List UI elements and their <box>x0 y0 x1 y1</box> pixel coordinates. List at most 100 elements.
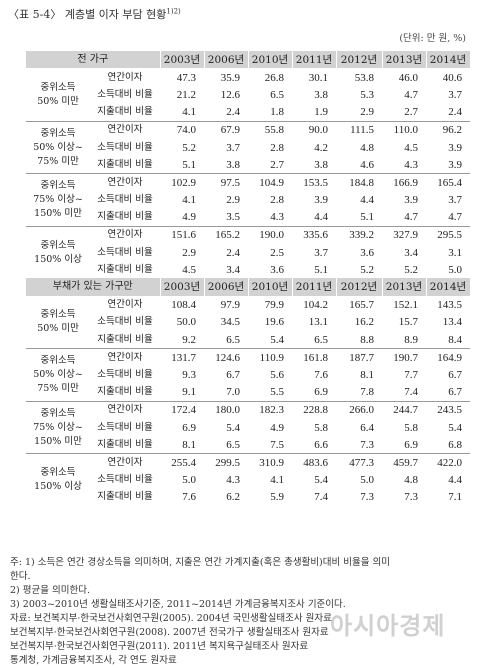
value-cell: 151.6 <box>160 225 204 245</box>
value-cell: 5.1 <box>182 158 196 171</box>
income-group-label: 중위소득 50% 미만 <box>26 69 90 122</box>
metric-label: 연간이자 <box>107 71 143 83</box>
metric-label: 연간이자 <box>90 348 160 367</box>
value-cell: 2.4 <box>448 106 462 119</box>
value-cell: 4.8 <box>404 474 418 487</box>
value-cell: 4.8 <box>360 141 374 154</box>
value-cell: 5.6 <box>270 368 284 381</box>
value-cell: 47.3 <box>176 71 196 84</box>
value-cell: 4.6 <box>360 158 374 171</box>
value-cell: 5.8 <box>404 421 418 434</box>
income-group-label-line: 50% 이상~ <box>33 368 83 380</box>
value-cell: 153.5 <box>292 173 336 192</box>
value-cell: 6.6 <box>314 438 328 451</box>
value-cell: 4.1 <box>182 194 196 207</box>
value-cell: 30.1 <box>308 71 328 84</box>
value-cell: 5.2 <box>182 141 196 154</box>
value-cell: 34.5 <box>220 316 240 329</box>
value-cell: 5.0 <box>360 474 374 487</box>
value-cell: 4.4 <box>360 194 374 207</box>
value-cell: 111.5 <box>336 120 382 139</box>
value-cell: 4.9 <box>182 211 196 224</box>
value-cell: 9.1 <box>182 386 196 399</box>
table-row: 소득대비 비율 5.2 3.7 2.8 4.2 4.8 4.5 3.9 <box>26 139 470 156</box>
value-cell: 79.9 <box>264 299 284 312</box>
year-header: 2003년 <box>160 51 205 70</box>
income-group-label-line: 중위소득 <box>40 180 76 192</box>
value-cell: 6.5 <box>314 333 328 346</box>
value-cell: 266.0 <box>336 400 382 419</box>
value-cell: 2.9 <box>360 106 374 119</box>
income-group-label-line: 50% 미만 <box>37 323 79 335</box>
value-cell: 2.4 <box>226 246 240 259</box>
value-cell: 4.3 <box>270 211 284 224</box>
note-line: 2) 평균을 의미한다. <box>10 585 90 596</box>
value-cell: 3.9 <box>448 141 462 154</box>
value-cell: 35.9 <box>220 71 240 84</box>
value-cell: 3.8 <box>226 158 240 171</box>
value-cell: 13.1 <box>308 316 328 329</box>
income-group-label-line: 중위소득 <box>40 467 76 479</box>
value-cell: 295.5 <box>426 225 470 245</box>
value-cell: 5.0 <box>448 263 462 276</box>
value-cell: 152.1 <box>393 299 418 312</box>
metric-label: 지출대비 비율 <box>97 438 153 450</box>
table-row: 소득대비 비율 4.1 2.9 2.8 3.9 4.4 3.9 3.7 <box>26 192 470 209</box>
table-row: 중위소득 150% 이상 연간이자 255.4 299.5 310.9 483.6 477.3… <box>26 453 470 506</box>
year-header: 2011년 <box>292 51 337 70</box>
metric-label: 지출대비 비율 <box>97 491 153 503</box>
income-group-label-line: 150% 미만 <box>34 208 82 220</box>
value-cell: 6.7 <box>226 368 240 381</box>
value-cell: 97.9 <box>220 299 240 312</box>
value-cell: 6.7 <box>448 386 462 399</box>
value-cell: 5.0 <box>182 474 196 487</box>
value-cell: 8.1 <box>182 438 196 451</box>
value-cell: 3.6 <box>270 263 284 276</box>
table-row: 소득대비 비율 5.0 4.3 4.1 5.4 5.0 4.8 4.4 <box>26 472 470 489</box>
table-title-text: 〈표 5-4〉 계층별 이자 부담 현황 <box>8 8 167 21</box>
value-cell: 165.7 <box>349 299 374 312</box>
income-group-label: 중위소득 50% 미만 <box>26 296 90 349</box>
table-row: 지출대비 비율 9.1 7.0 5.5 6.9 7.8 7.4 6.7 <box>26 384 470 402</box>
value-cell: 46.0 <box>398 71 418 84</box>
value-cell: 6.5 <box>270 88 284 101</box>
metric-label: 지출대비 비율 <box>97 106 153 118</box>
income-group-label-line: 150% 이상 <box>34 253 82 265</box>
value-cell: 143.5 <box>437 299 462 312</box>
table-row: 소득대비 비율 50.0 34.5 19.6 13.1 16.2 15.7 13.4 <box>26 314 470 331</box>
value-cell: 74.0 <box>160 120 204 139</box>
value-cell: 96.2 <box>426 120 470 139</box>
income-group-label: 중위소득 50% 이상~ 75% 미만 <box>26 120 90 174</box>
value-cell: 165.2 <box>204 225 248 245</box>
income-group-label-line: 75% 미만 <box>37 155 79 167</box>
value-cell: 4.2 <box>314 141 328 154</box>
value-cell: 4.4 <box>448 474 462 487</box>
income-group-label-line: 중위소득 <box>40 81 76 93</box>
value-cell: 3.7 <box>226 141 240 154</box>
metric-label: 소득대비 비율 <box>97 88 153 100</box>
income-group-label-line: 75% 이상~ <box>33 421 83 433</box>
value-cell: 165.4 <box>426 173 470 192</box>
value-cell: 335.6 <box>292 225 336 245</box>
value-cell: 3.8 <box>314 158 328 171</box>
value-cell: 2.9 <box>226 194 240 207</box>
table-row: 지출대비 비율 5.1 3.8 2.7 3.8 4.6 4.3 3.9 <box>26 156 470 174</box>
value-cell: 6.8 <box>448 438 462 451</box>
metric-label: 지출대비 비율 <box>97 386 153 398</box>
table-row: 중위소득 50% 미만 연간이자 108.4 97.9 79.9 104.2 165.7 152… <box>26 296 470 334</box>
table-row: 중위소득 75% 이상~ 150% 미만 연간이자 102.9 97.5 104.9 153.… <box>26 173 470 227</box>
value-cell: 131.7 <box>160 348 204 367</box>
value-cell: 108.4 <box>171 299 196 312</box>
income-group-label-line: 중위소득 <box>40 239 76 251</box>
value-cell: 422.0 <box>426 453 470 472</box>
value-cell: 4.3 <box>404 158 418 171</box>
value-cell: 9.3 <box>182 368 196 381</box>
value-cell: 7.7 <box>404 368 418 381</box>
table-row: 소득대비 비율 9.3 6.7 5.6 7.6 8.1 7.7 6.7 <box>26 366 470 383</box>
value-cell: 6.9 <box>314 386 328 399</box>
year-header: 2012년 <box>336 51 383 70</box>
value-cell: 6.4 <box>360 421 374 434</box>
metric-label: 지출대비 비율 <box>97 158 153 170</box>
value-cell: 104.9 <box>248 173 292 192</box>
note-line: 통계청, 가계금융복지조사, 각 연도 원자료 <box>10 655 177 666</box>
